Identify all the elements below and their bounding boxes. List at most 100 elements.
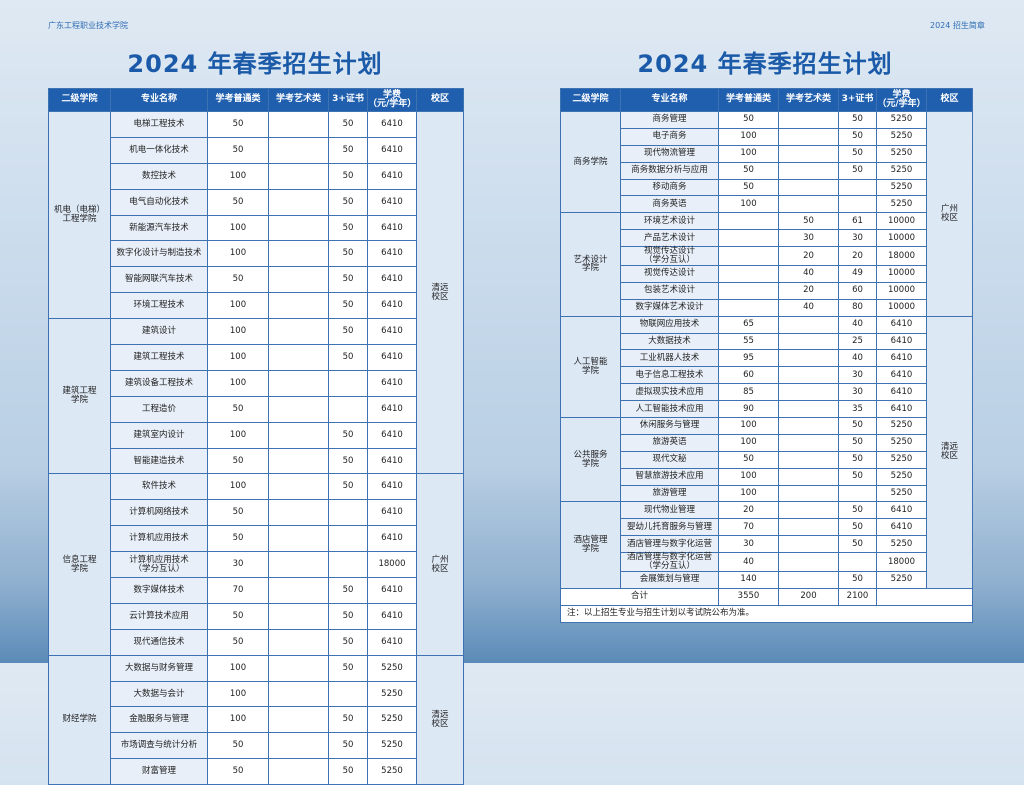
cell: 6410 [367,136,417,164]
column-header: 学考艺术类 [778,88,839,112]
cell [778,111,839,129]
cell: 50 [718,178,779,197]
campus: 清远 校区 [416,654,464,785]
row: 智能网联汽车技术 50 50 6410 [49,266,464,294]
cell: 6410 [876,349,927,368]
cell: 85 [718,383,779,402]
row: 智慧旅游技术应用 100 50 5250 [561,467,973,486]
row: 工业机器人技术 95 40 6410 [561,349,973,368]
column-header: 专业名称 [620,88,719,112]
cell: 50 [328,473,368,501]
cell: 6410 [367,188,417,216]
row: 智能建造技术 50 50 6410 [49,447,464,475]
header-row: 二级学院 专业名称 学考普通类 学考艺术类 3+证书 学费 （元/学年） 校区 [48,88,464,112]
row: 数字媒体艺术设计 40 80 10000 [561,298,973,317]
row: 信息工程 学院 软件技术 100 50 6410 广州 校区 [48,473,464,656]
cell: 6410 [367,395,417,423]
cell: 49 [838,264,877,283]
cell: 6410 [367,214,417,242]
cell: 5250 [876,111,927,129]
cell [268,551,329,579]
cell [268,758,329,785]
cell: 18000 [876,552,927,572]
cell: 30 [207,551,269,579]
column-header: 二级学院 [48,88,111,112]
cell: 40 [838,315,877,334]
cell [268,369,329,397]
row: 婴幼儿托育服务与管理 70 50 6410 [561,518,973,537]
cell: 5250 [367,654,417,682]
major: 大数据技术 [620,332,719,351]
college: 艺术设计 学院 [560,212,621,317]
row: 机电一体化技术 50 50 6410 [49,136,464,164]
cell: 5250 [876,535,927,554]
major: 婴幼儿托育服务与管理 [620,518,719,537]
cell: 10000 [876,281,927,300]
cell: 50 [328,447,368,475]
cell: 50 [328,628,368,656]
cell [778,400,839,418]
cell [268,499,329,527]
cell [778,195,839,214]
cell: 61 [838,212,877,231]
cell: 50 [838,570,877,589]
major: 数控技术 [110,162,208,190]
cell [778,332,839,351]
row: 数控技术 100 50 6410 [49,162,464,190]
college: 机电（电梯） 工程学院 [48,110,111,320]
cell: 100 [207,240,269,268]
total-label: 合计 [560,587,719,606]
cell: 6410 [876,501,927,520]
cell: 50 [207,266,269,294]
cell: 50 [838,144,877,163]
major: 电子商务 [620,127,719,146]
cell: 50 [328,706,368,734]
campus: 广州 校区 [926,111,973,317]
column-header: 学考普通类 [718,88,779,112]
cell [778,127,839,146]
major: 智慧旅游技术应用 [620,467,719,486]
major: 商务管理 [620,111,719,129]
cell: 50 [838,501,877,520]
cell [718,212,779,231]
cell: 100 [207,473,269,501]
cell [268,706,329,734]
cell: 100 [207,369,269,397]
cell: 50 [838,467,877,486]
cell: 18000 [876,246,927,266]
cell [718,281,779,300]
campus: 清远 校区 [416,110,464,475]
cell [778,450,839,469]
major: 计算机应用技术 （学分互认） [110,551,208,579]
cell: 140 [718,570,779,589]
cell: 10000 [876,264,927,283]
cell [328,551,368,579]
cell: 5250 [876,178,927,197]
cell: 50 [838,535,877,554]
college: 信息工程 学院 [48,473,111,656]
cell: 50 [328,318,368,346]
major: 酒店管理与数字化运营 [620,535,719,554]
cell [268,318,329,346]
cell [268,162,329,190]
note-row: 注：以上招生专业与招生计划以考试院公布为准。 [560,604,973,623]
row: 人工智能技术应用 90 35 6410 [561,400,973,418]
major: 机电一体化技术 [110,136,208,164]
cell: 10000 [876,212,927,231]
cell: 50 [328,344,368,371]
cell: 50 [838,433,877,452]
cell: 5250 [876,433,927,452]
cell: 6410 [367,499,417,527]
cell: 5250 [876,144,927,163]
cell: 5250 [876,416,927,435]
cell: 50 [718,161,779,180]
major: 视觉传达设计 [620,264,719,283]
cell [268,602,329,630]
row: 大数据与会计 100 5250 [49,680,464,708]
cell [328,395,368,423]
cell: 50 [207,136,269,164]
row: 数字媒体技术 70 50 6410 [49,577,464,604]
total-row: 合计 3550 200 2100 [560,587,973,606]
major: 数字媒体艺术设计 [620,298,719,317]
cell [778,518,839,537]
